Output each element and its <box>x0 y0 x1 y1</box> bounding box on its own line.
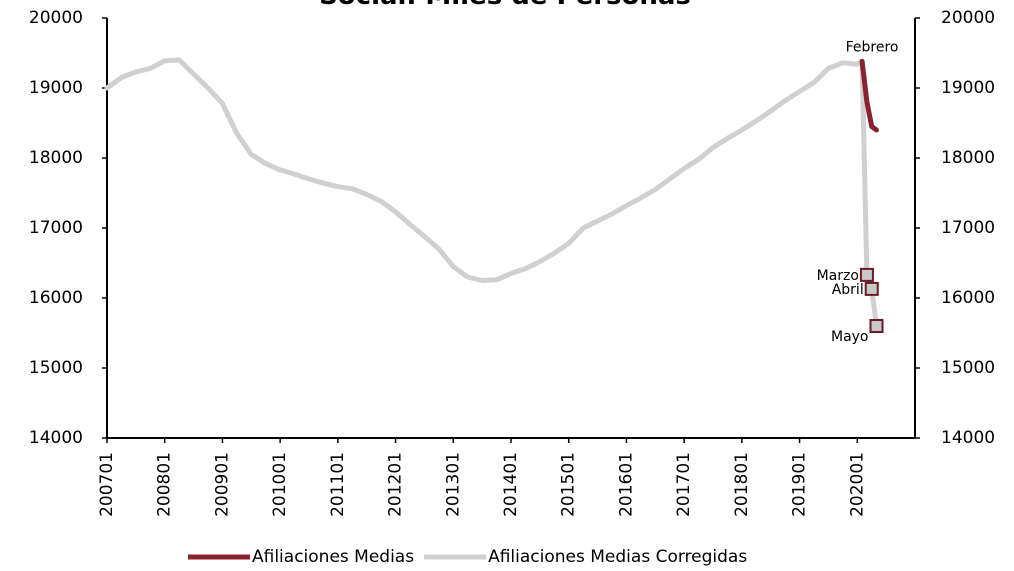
y-tick-label: 20000 <box>29 8 83 28</box>
series-line <box>104 57 880 329</box>
point-label: Febrero <box>846 39 899 55</box>
y-tick-label: 16000 <box>29 288 83 308</box>
legend-label: Afiliaciones Medias <box>252 547 414 567</box>
x-tick-label: 202001 <box>847 452 867 517</box>
x-tick-label: 200701 <box>97 452 117 517</box>
chart-title: Social. Miles de Personas <box>319 0 691 11</box>
y-tick-label: 15000 <box>29 358 83 378</box>
x-tick-label: 201201 <box>386 452 406 517</box>
point-marker <box>869 319 884 333</box>
y-tick-label: 17000 <box>29 218 83 238</box>
x-tick-label: 201801 <box>732 452 752 517</box>
x-tick-label: 201001 <box>270 452 290 517</box>
y-tick-label: 18000 <box>29 148 83 168</box>
x-tick-label: 201401 <box>501 452 521 517</box>
x-tick-label: 201101 <box>328 452 348 517</box>
x-tick-label: 201501 <box>559 452 579 517</box>
y2-tick-label: 17000 <box>941 218 995 238</box>
x-tick-label: 201601 <box>616 452 636 517</box>
point-label: Mayo <box>831 329 869 345</box>
y2-tick-label: 18000 <box>941 148 995 168</box>
y2-tick-label: 15000 <box>941 358 995 378</box>
series-line <box>859 58 880 133</box>
x-tick-label: 201901 <box>790 452 810 517</box>
point-label: Abril <box>832 282 864 298</box>
x-tick-label: 201701 <box>674 452 694 517</box>
point-label: Marzo <box>817 268 859 284</box>
point-marker <box>859 267 874 282</box>
x-tick-label: 201301 <box>443 452 463 517</box>
y2-tick-label: 14000 <box>941 428 995 448</box>
x-tick-label: 200801 <box>155 452 175 517</box>
y2-tick-label: 16000 <box>941 288 995 308</box>
point-marker <box>864 281 879 296</box>
y2-tick-label: 20000 <box>941 8 995 28</box>
y-tick-label: 19000 <box>29 78 83 98</box>
x-tick-label: 200901 <box>212 452 232 517</box>
y-tick-label: 14000 <box>29 428 83 448</box>
y2-tick-label: 19000 <box>941 78 995 98</box>
legend-label: Afiliaciones Medias Corregidas <box>488 547 747 567</box>
